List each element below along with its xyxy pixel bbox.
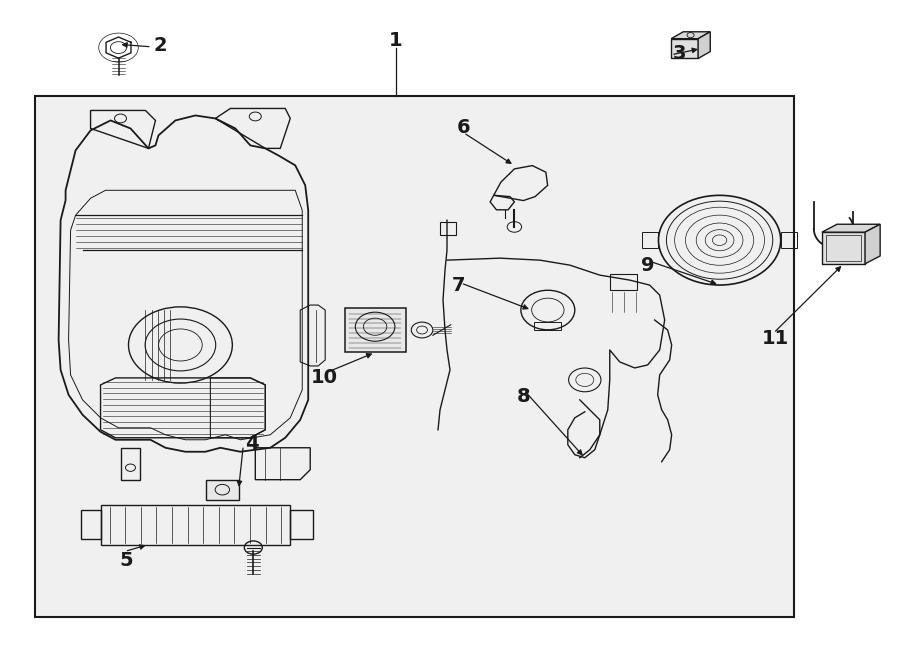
- Text: 3: 3: [673, 44, 687, 63]
- Bar: [81, 510, 101, 539]
- Bar: [826, 235, 860, 260]
- Text: 4: 4: [245, 434, 258, 453]
- Bar: [822, 232, 865, 264]
- Text: 6: 6: [456, 118, 471, 137]
- Polygon shape: [698, 32, 710, 58]
- Bar: [290, 510, 312, 539]
- Bar: [780, 232, 796, 248]
- Bar: [345, 307, 406, 352]
- Text: 10: 10: [310, 368, 338, 387]
- Polygon shape: [671, 32, 710, 39]
- Bar: [535, 322, 562, 330]
- Bar: [206, 480, 238, 500]
- Bar: [101, 504, 290, 545]
- Text: 7: 7: [452, 276, 465, 295]
- Text: 5: 5: [120, 551, 133, 570]
- Bar: [440, 222, 456, 235]
- Text: 2: 2: [154, 36, 167, 55]
- Text: 8: 8: [517, 387, 530, 406]
- Text: 1: 1: [390, 31, 403, 50]
- Bar: [35, 97, 794, 617]
- Polygon shape: [865, 224, 880, 264]
- Bar: [671, 39, 698, 58]
- Bar: [610, 274, 636, 290]
- Bar: [643, 232, 659, 248]
- Polygon shape: [822, 224, 880, 232]
- Text: 9: 9: [641, 256, 654, 276]
- Text: 11: 11: [761, 329, 789, 348]
